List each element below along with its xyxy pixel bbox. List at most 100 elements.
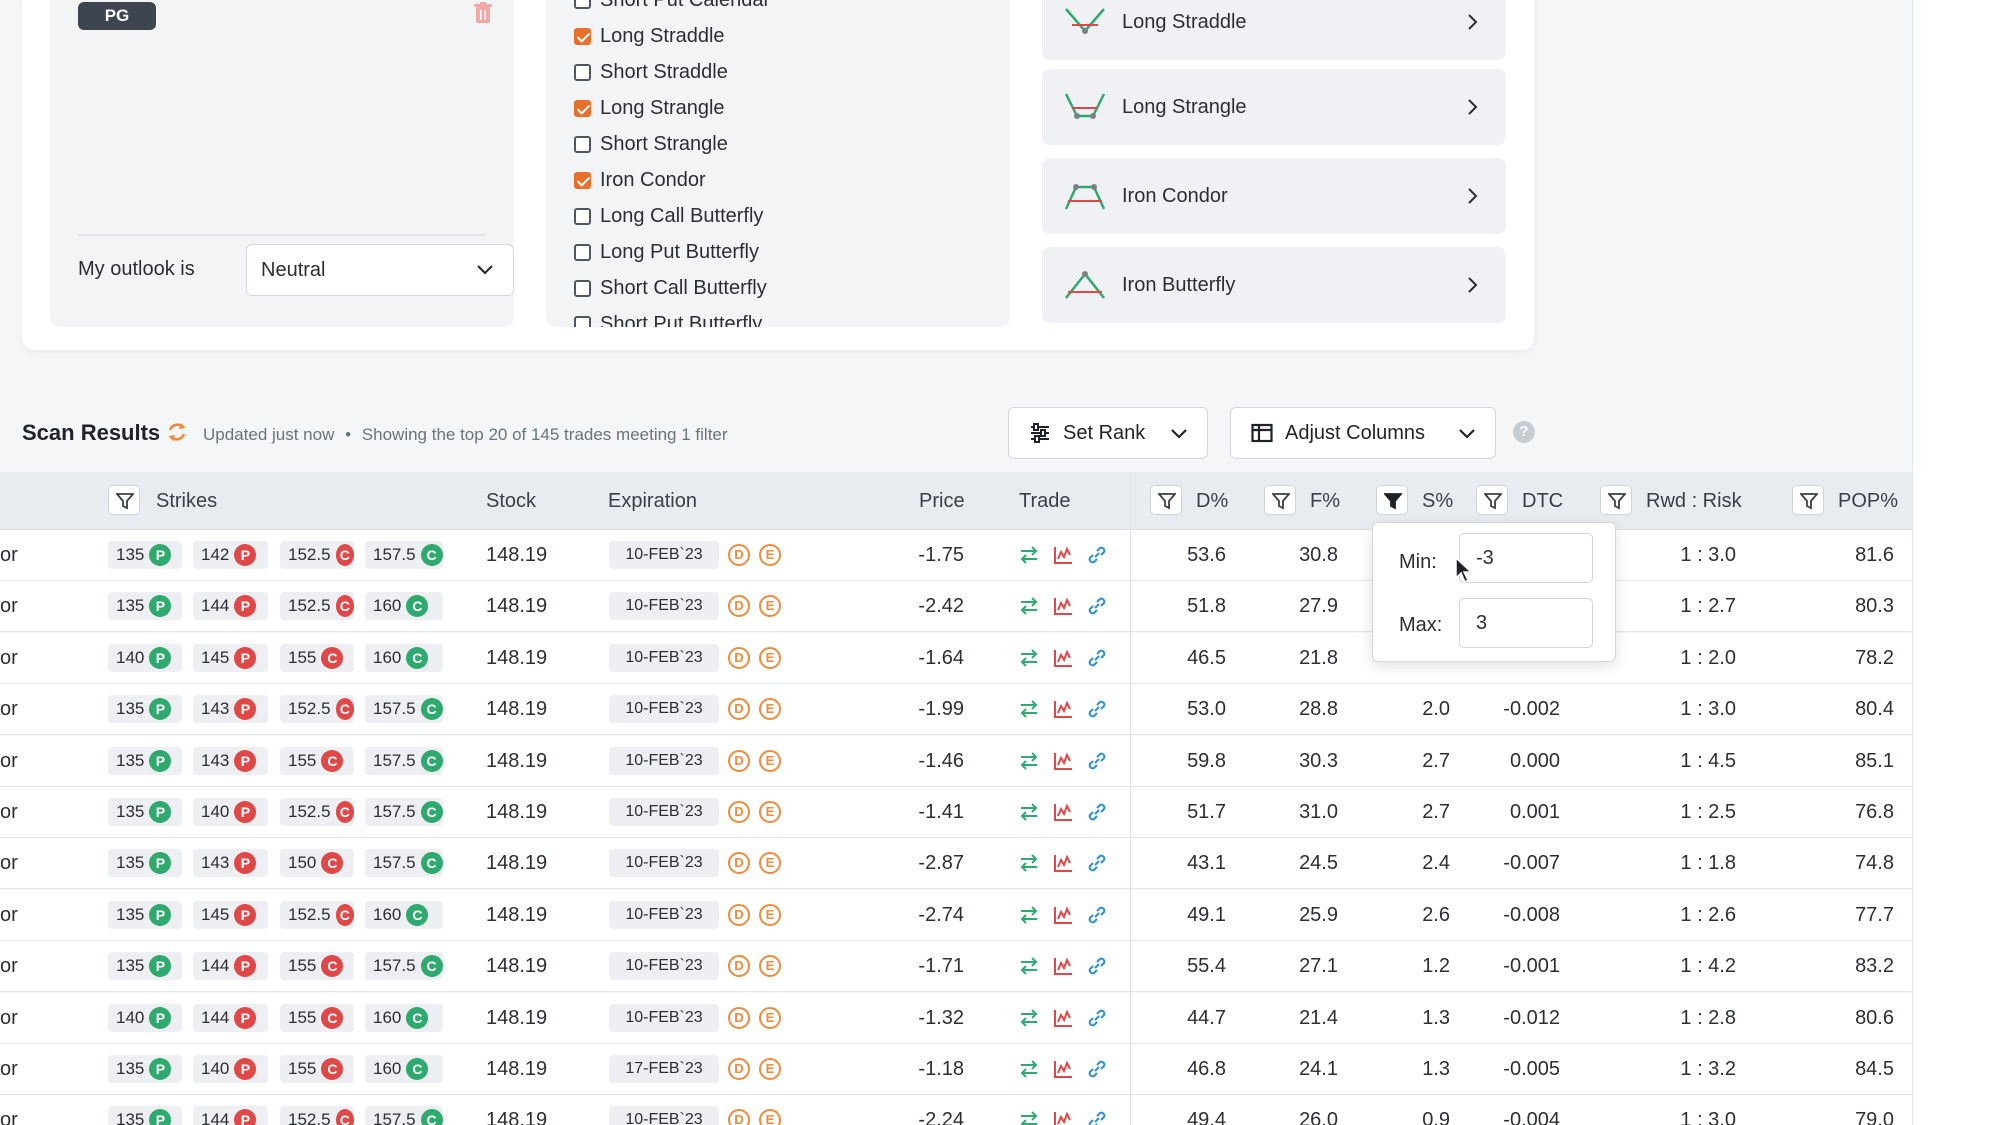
link-icon[interactable] [1086,544,1108,566]
min-input[interactable]: -3 [1459,533,1593,583]
table-row[interactable]: or 135 P 144 P 152.5 C 157.5 C 148.19 10-FEB`23 D E -… [0,1095,1912,1125]
earnings-badge[interactable]: E [759,595,781,618]
strategy-option[interactable]: Short Call Butterfly [574,274,767,302]
chart-icon[interactable] [1052,1007,1074,1029]
chart-icon[interactable] [1052,750,1074,772]
d-pct-filter-button[interactable] [1150,485,1182,515]
table-row[interactable]: or 135 P 142 P 152.5 C 157.5 C 148.19 10-FEB`23 D E -… [0,530,1912,581]
swap-arrows-icon[interactable] [1018,904,1040,926]
swap-arrows-icon[interactable] [1018,1007,1040,1029]
earnings-badge[interactable]: E [759,698,781,721]
table-row[interactable]: or 140 P 145 P 155 C 160 C 148.19 10-FEB`23 D E -1.64… [0,632,1912,684]
refresh-icon[interactable] [166,420,188,444]
swap-arrows-icon[interactable] [1018,955,1040,977]
outlook-select[interactable]: Neutral [246,244,514,296]
swap-arrows-icon[interactable] [1018,647,1040,669]
checkbox[interactable] [574,171,591,189]
strategy-option[interactable]: Short Strangle [574,130,728,158]
dividend-badge[interactable]: D [728,955,750,978]
earnings-badge[interactable]: E [759,903,781,926]
table-row[interactable]: or 135 P 140 P 155 C 160 C 148.19 17-FEB`23 D E -1.18… [0,1044,1912,1095]
chart-icon[interactable] [1052,1109,1074,1125]
link-icon[interactable] [1086,955,1108,977]
link-icon[interactable] [1086,904,1108,926]
strategy-option[interactable]: Long Call Butterfly [574,202,763,230]
checkbox[interactable] [574,207,591,225]
earnings-badge[interactable]: E [759,1058,781,1080]
link-icon[interactable] [1086,1058,1108,1080]
checkbox[interactable] [574,0,591,9]
dividend-badge[interactable]: D [728,646,750,669]
table-row[interactable]: or 135 P 144 P 152.5 C 160 C 148.19 10-FEB`23 D E -2.… [0,581,1912,633]
set-rank-button[interactable]: Set Rank [1008,407,1208,459]
dividend-badge[interactable]: D [728,1109,750,1125]
link-icon[interactable] [1086,1109,1108,1125]
strategy-option[interactable]: Short Put Calendar [574,0,770,14]
dividend-badge[interactable]: D [728,595,750,618]
chart-icon[interactable] [1052,698,1074,720]
dividend-badge[interactable]: D [728,544,750,566]
checkbox[interactable] [574,27,591,45]
strategy-card-long-strangle[interactable]: Long Strangle [1042,69,1506,145]
dividend-badge[interactable]: D [728,698,750,721]
swap-arrows-icon[interactable] [1018,595,1040,617]
checkbox[interactable] [574,243,591,261]
earnings-badge[interactable]: E [759,749,781,772]
chart-icon[interactable] [1052,904,1074,926]
swap-arrows-icon[interactable] [1018,698,1040,720]
chart-icon[interactable] [1052,647,1074,669]
strategy-option[interactable]: Iron Condor [574,166,706,194]
earnings-badge[interactable]: E [759,1109,781,1125]
strategy-option[interactable]: Long Strangle [574,94,725,122]
dividend-badge[interactable]: D [728,1058,750,1080]
earnings-badge[interactable]: E [759,1006,781,1029]
chart-icon[interactable] [1052,955,1074,977]
dividend-badge[interactable]: D [728,852,750,875]
help-icon[interactable]: ? [1513,421,1535,443]
f-pct-filter-button[interactable] [1264,485,1296,515]
table-row[interactable]: or 135 P 143 P 155 C 157.5 C 148.19 10-FEB`23 D E -1.… [0,735,1912,787]
earnings-badge[interactable]: E [759,544,781,566]
link-icon[interactable] [1086,801,1108,823]
table-row[interactable]: or 140 P 144 P 155 C 160 C 148.19 10-FEB`23 D E -1.32… [0,992,1912,1044]
earnings-badge[interactable]: E [759,852,781,875]
strategy-option[interactable]: Short Straddle [574,58,728,86]
link-icon[interactable] [1086,698,1108,720]
strategy-card-long-straddle[interactable]: Long Straddle [1042,0,1506,60]
swap-arrows-icon[interactable] [1018,801,1040,823]
chart-icon[interactable] [1052,595,1074,617]
pop-pct-filter-button[interactable] [1792,485,1824,515]
chart-icon[interactable] [1052,801,1074,823]
swap-arrows-icon[interactable] [1018,544,1040,566]
dividend-badge[interactable]: D [728,749,750,772]
trash-icon[interactable] [474,2,492,24]
checkbox[interactable] [574,279,591,297]
s-pct-filter-button[interactable] [1376,485,1408,515]
link-icon[interactable] [1086,750,1108,772]
strategy-card-iron-condor[interactable]: Iron Condor [1042,158,1506,234]
swap-arrows-icon[interactable] [1018,1109,1040,1125]
checkbox[interactable] [574,63,591,81]
dividend-badge[interactable]: D [728,1006,750,1029]
table-row[interactable]: or 135 P 143 P 152.5 C 157.5 C 148.19 10-FEB`23 D E -… [0,684,1912,736]
checkbox[interactable] [574,99,591,117]
strategy-option[interactable]: Short Put Butterfly [574,310,762,327]
strategy-option[interactable]: Long Straddle [574,22,725,50]
earnings-badge[interactable]: E [759,955,781,978]
swap-arrows-icon[interactable] [1018,750,1040,772]
strategy-option[interactable]: Long Put Butterfly [574,238,759,266]
dividend-badge[interactable]: D [728,801,750,823]
adjust-columns-button[interactable]: Adjust Columns [1230,407,1496,459]
chart-icon[interactable] [1052,544,1074,566]
link-icon[interactable] [1086,647,1108,669]
chart-icon[interactable] [1052,852,1074,874]
dtc-filter-button[interactable] [1476,485,1508,515]
dividend-badge[interactable]: D [728,903,750,926]
earnings-badge[interactable]: E [759,646,781,669]
strikes-filter-button[interactable] [108,485,140,515]
table-row[interactable]: or 135 P 143 P 150 C 157.5 C 148.19 10-FEB`23 D E -2.… [0,838,1912,890]
rwd-risk-filter-button[interactable] [1600,485,1632,515]
link-icon[interactable] [1086,852,1108,874]
swap-arrows-icon[interactable] [1018,1058,1040,1080]
link-icon[interactable] [1086,1007,1108,1029]
